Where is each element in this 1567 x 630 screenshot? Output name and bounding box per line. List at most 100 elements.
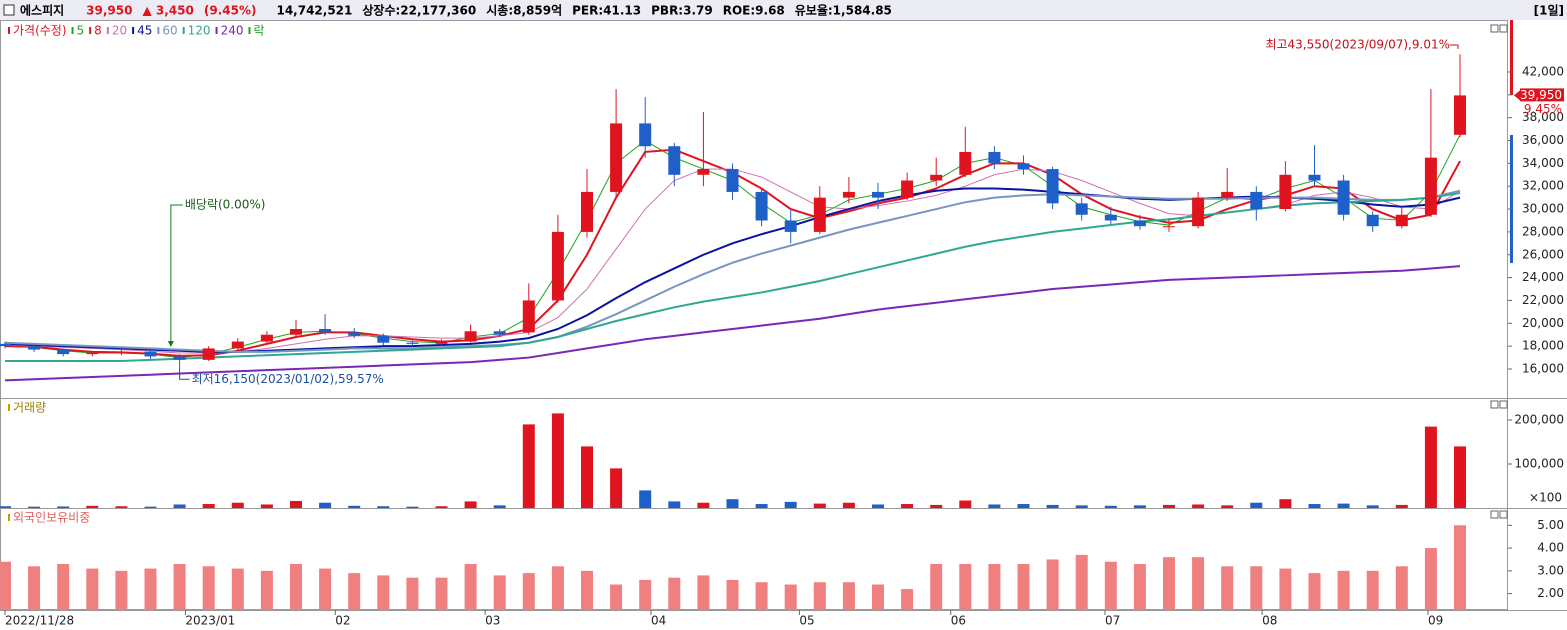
dividend-pointer (170, 204, 183, 345)
bar (697, 575, 710, 610)
minimize-button[interactable] (1490, 24, 1499, 33)
header-roe: ROE:9.68 (723, 4, 785, 18)
bar (1163, 504, 1175, 508)
bar (1104, 505, 1117, 508)
bar (1046, 559, 1059, 610)
candle-body (1454, 95, 1466, 135)
bar (726, 499, 739, 508)
candle-body (668, 146, 681, 175)
y-tick-label: 38,000 (1522, 110, 1564, 124)
header-cap: 시총:8,859억 (486, 3, 562, 18)
y-tick-label: 22,000 (1522, 293, 1564, 307)
y-tick-label: 20,000 (1522, 316, 1564, 330)
candle-body (1133, 220, 1146, 227)
minimize-button[interactable] (1490, 400, 1499, 409)
legend-swatch (89, 27, 92, 34)
bar (1046, 504, 1059, 508)
candle-body (173, 356, 186, 360)
bar (842, 582, 855, 610)
candle-body (1395, 214, 1408, 227)
bar (202, 566, 215, 610)
x-tick-label: 05 (799, 614, 814, 628)
panel-title: 거래량 (13, 401, 46, 415)
legend-swatch (248, 27, 251, 34)
x-tick-label: 08 (1262, 614, 1277, 628)
bar (930, 564, 943, 610)
low-pointer (179, 367, 190, 380)
bar (668, 577, 681, 610)
candle-body (28, 346, 41, 350)
header-volume: 14,742,521 (276, 4, 352, 18)
candle-body (1221, 191, 1234, 198)
bar (1308, 504, 1321, 508)
bar (1279, 499, 1292, 508)
bar (755, 504, 768, 508)
legend-swatch (182, 27, 185, 34)
candle-body (755, 191, 768, 221)
bar (348, 505, 361, 508)
y-tick-label: 36,000 (1522, 133, 1564, 147)
panel-title: 외국인보유비중 (13, 511, 90, 525)
bar (1454, 446, 1466, 508)
bar (1133, 505, 1146, 508)
candle-body (1366, 214, 1379, 227)
legend-swatch (71, 27, 74, 34)
legend-label: 가격(수정) (13, 24, 67, 38)
bar (959, 500, 972, 508)
candle-body (115, 351, 128, 353)
minimize-button[interactable] (1490, 510, 1499, 519)
bar (1366, 570, 1379, 610)
bar (1192, 504, 1205, 508)
close-button[interactable] (1499, 400, 1508, 409)
bar (959, 564, 972, 610)
candle-body (784, 220, 797, 232)
candle-body (0, 343, 11, 347)
bar (348, 573, 361, 610)
moving-average (4, 187, 1461, 353)
checkbox[interactable] (3, 4, 15, 16)
bar (1192, 557, 1205, 610)
y-tick-label: 4.00 (1537, 541, 1564, 555)
bar (784, 584, 797, 610)
bar (377, 575, 390, 610)
candle-body (930, 174, 943, 181)
header-pbr: PBR:3.79 (651, 4, 713, 18)
y-tick-label: 100,000 (1514, 457, 1564, 471)
candle-body (1192, 197, 1205, 227)
dividend-arrow (167, 341, 174, 347)
y-tick-label: 24,000 (1522, 270, 1564, 284)
candle-body (988, 151, 1001, 164)
bar (1395, 566, 1408, 610)
candle-body (319, 329, 332, 333)
last-price-arrow (1514, 90, 1520, 101)
candle-body (1250, 191, 1263, 210)
bar (464, 564, 477, 610)
bar (144, 568, 157, 610)
y-tick-label: 3.00 (1537, 563, 1564, 577)
bar (435, 506, 448, 508)
bar (988, 504, 1001, 508)
legend-label: 20 (112, 24, 127, 38)
bar (668, 501, 681, 508)
bar (901, 504, 914, 508)
close-button[interactable] (1499, 24, 1508, 33)
y-tick-label: 28,000 (1522, 224, 1564, 238)
bar (1366, 505, 1379, 508)
bar (1075, 505, 1088, 508)
bar (581, 570, 593, 610)
bar (1337, 570, 1350, 610)
bar (551, 566, 564, 610)
bar (28, 566, 41, 610)
bar (842, 502, 855, 508)
bar (115, 506, 128, 508)
candle-body (202, 348, 215, 360)
bar (1104, 561, 1117, 610)
candle-body (231, 341, 244, 349)
close-button[interactable] (1499, 510, 1508, 519)
bar (988, 564, 1001, 610)
candle-body (377, 335, 390, 343)
candle-body (1104, 214, 1117, 221)
header-per: PER:41.13 (572, 4, 641, 18)
legend-label: 60 (162, 24, 177, 38)
last-change-label: 9.45% (1524, 102, 1562, 116)
